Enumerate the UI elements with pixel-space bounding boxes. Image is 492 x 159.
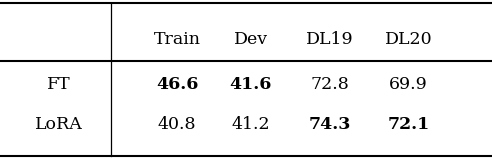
Text: 41.6: 41.6 [230, 76, 272, 93]
Text: 40.8: 40.8 [158, 116, 196, 132]
Text: Dev: Dev [234, 31, 268, 48]
Text: 72.1: 72.1 [387, 116, 430, 132]
Text: FT: FT [47, 76, 71, 93]
Text: LoRA: LoRA [35, 116, 83, 132]
Text: 69.9: 69.9 [389, 76, 428, 93]
Text: 41.2: 41.2 [232, 116, 270, 132]
Text: 74.3: 74.3 [308, 116, 351, 132]
Text: DL19: DL19 [306, 31, 353, 48]
Text: Train: Train [154, 31, 201, 48]
Text: 46.6: 46.6 [156, 76, 198, 93]
Text: DL20: DL20 [385, 31, 432, 48]
Text: 72.8: 72.8 [310, 76, 349, 93]
